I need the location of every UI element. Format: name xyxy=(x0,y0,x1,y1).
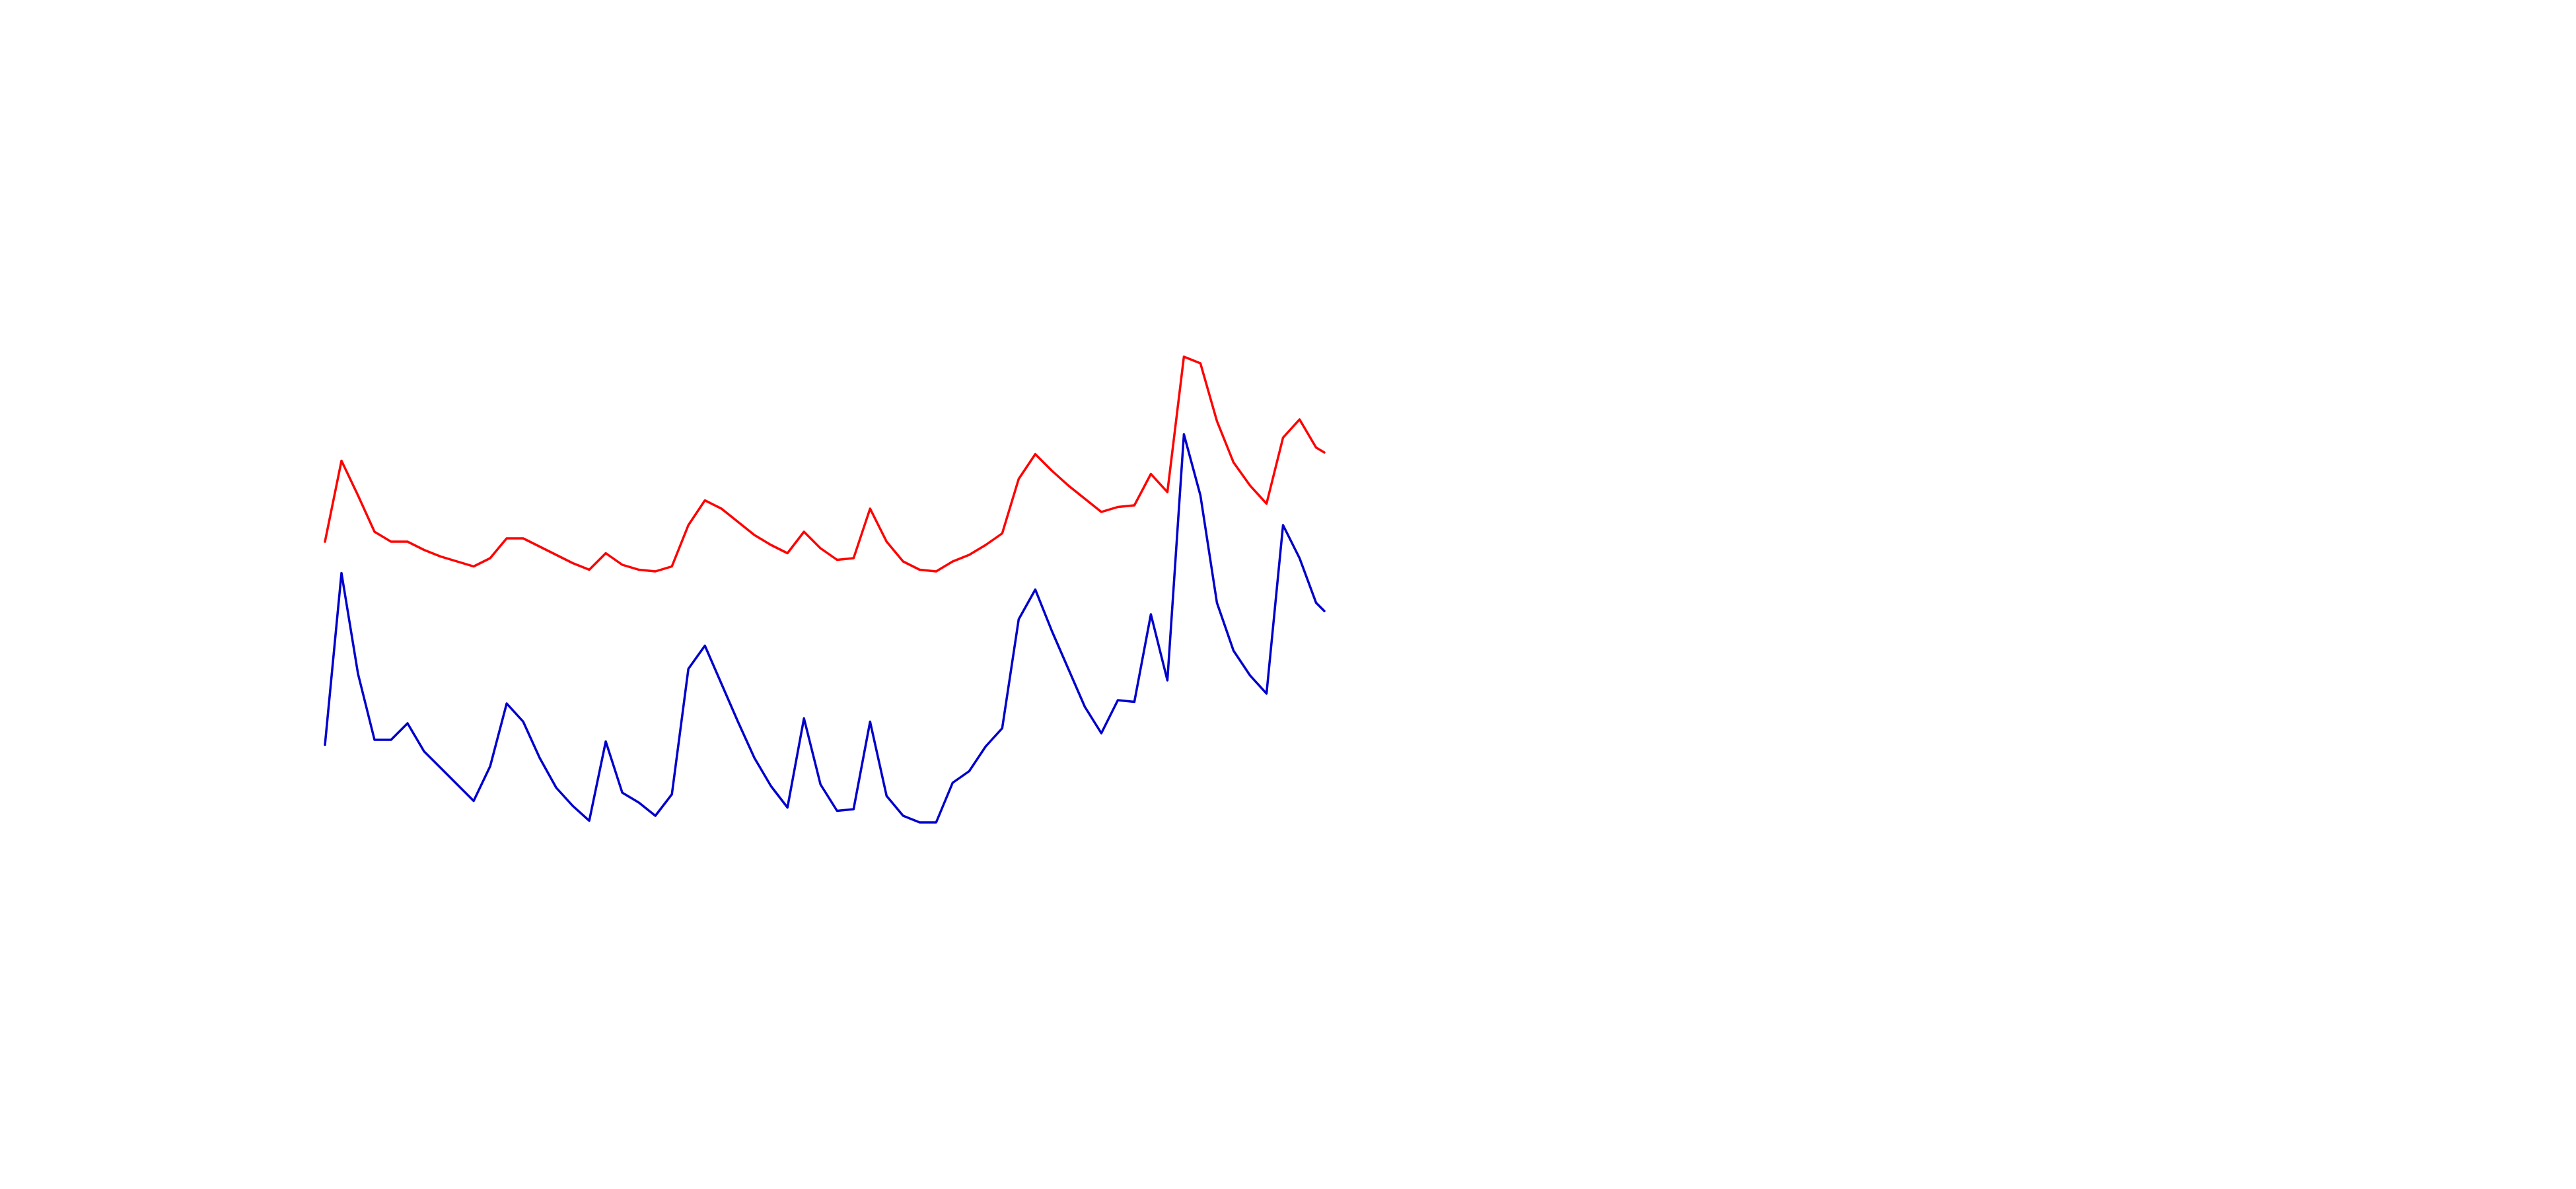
line-series xyxy=(324,433,1326,824)
line-series xyxy=(324,355,1326,573)
